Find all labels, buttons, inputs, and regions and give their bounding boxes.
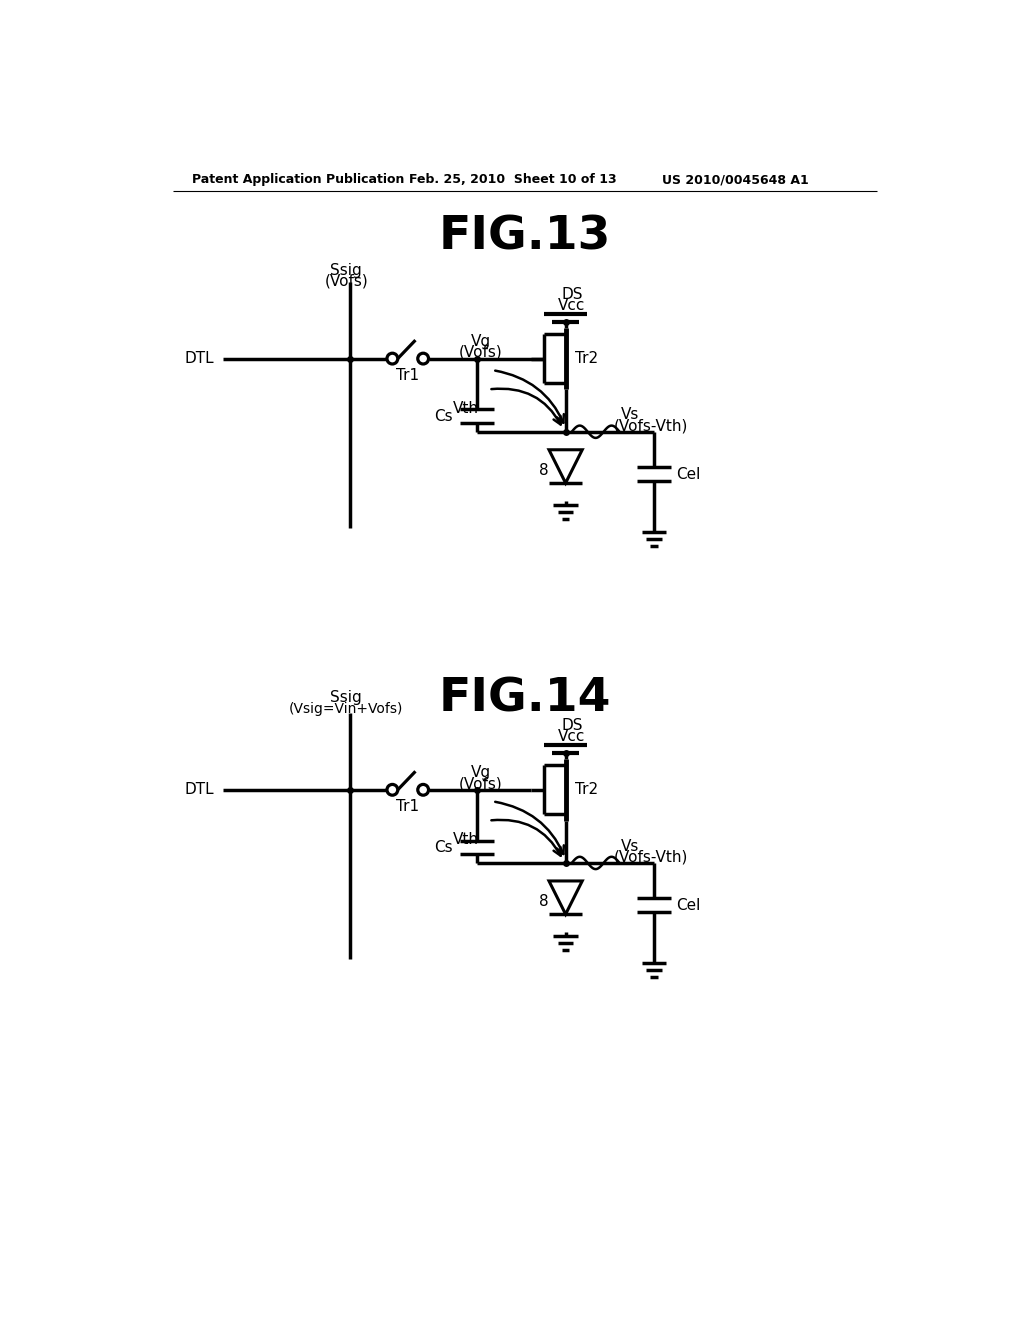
FancyArrowPatch shape bbox=[492, 388, 561, 425]
Text: 8: 8 bbox=[539, 463, 549, 478]
Text: (Vofs-Vth): (Vofs-Vth) bbox=[613, 418, 688, 433]
Text: Tr2: Tr2 bbox=[574, 783, 598, 797]
Text: (Vofs): (Vofs) bbox=[459, 776, 503, 791]
Text: DTL: DTL bbox=[184, 783, 214, 797]
Text: (Vofs): (Vofs) bbox=[459, 345, 503, 360]
Text: Patent Application Publication: Patent Application Publication bbox=[193, 173, 404, 186]
Text: Ssig: Ssig bbox=[331, 263, 362, 277]
Text: Tr2: Tr2 bbox=[574, 351, 598, 366]
Text: Feb. 25, 2010  Sheet 10 of 13: Feb. 25, 2010 Sheet 10 of 13 bbox=[410, 173, 616, 186]
Text: FIG.14: FIG.14 bbox=[438, 676, 611, 722]
FancyArrowPatch shape bbox=[496, 371, 564, 422]
Text: Vs: Vs bbox=[621, 408, 639, 422]
Text: Tr1: Tr1 bbox=[396, 368, 419, 383]
Text: DS: DS bbox=[561, 718, 583, 734]
FancyArrowPatch shape bbox=[492, 820, 561, 855]
Text: US 2010/0045648 A1: US 2010/0045648 A1 bbox=[662, 173, 809, 186]
Text: (Vsig=Vin+Vofs): (Vsig=Vin+Vofs) bbox=[289, 702, 403, 715]
Text: (Vofs-Vth): (Vofs-Vth) bbox=[613, 849, 688, 865]
Text: Vs: Vs bbox=[621, 838, 639, 854]
Text: Cel: Cel bbox=[676, 466, 700, 482]
Text: (Vofs): (Vofs) bbox=[325, 273, 368, 288]
Text: DS: DS bbox=[561, 288, 583, 302]
Text: Vth: Vth bbox=[453, 833, 478, 847]
Text: Cs: Cs bbox=[434, 409, 453, 424]
Text: Vcc: Vcc bbox=[558, 729, 586, 744]
Text: Cs: Cs bbox=[434, 840, 453, 855]
Text: Vth: Vth bbox=[453, 401, 478, 416]
Text: Cel: Cel bbox=[676, 898, 700, 913]
Text: Vcc: Vcc bbox=[558, 298, 586, 313]
Text: DTL: DTL bbox=[184, 351, 214, 366]
Text: 8: 8 bbox=[539, 894, 549, 909]
Text: Vg: Vg bbox=[471, 766, 490, 780]
Text: Tr1: Tr1 bbox=[396, 799, 419, 814]
Text: Ssig: Ssig bbox=[331, 690, 362, 705]
FancyArrowPatch shape bbox=[496, 801, 564, 854]
Text: Vg: Vg bbox=[471, 334, 490, 350]
Text: FIG.13: FIG.13 bbox=[438, 214, 611, 260]
